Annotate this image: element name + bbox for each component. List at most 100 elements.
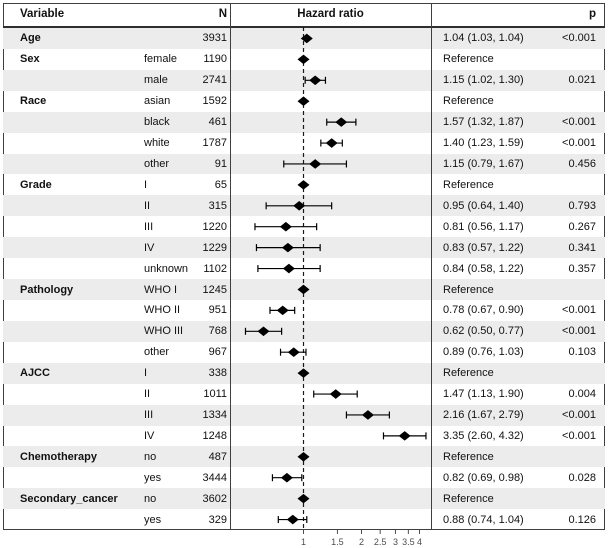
- table-row: IV 1248 3.35 (2.60, 4.32) <0.001: [3, 426, 605, 447]
- n-value: 951: [208, 304, 227, 317]
- hazard-ratio-ci-value: 1.15 (1.02, 1.30): [443, 74, 524, 87]
- variable-group-label: Age: [20, 32, 41, 45]
- variable-level-label: I: [144, 367, 148, 380]
- hazard-ratio-ci-value: 1.57 (1.32, 1.87): [443, 116, 524, 129]
- table-row: other 91 1.15 (0.79, 1.67) 0.456: [3, 153, 605, 175]
- table-row: Chemotherapy no 487 Reference: [3, 446, 605, 468]
- table-rows: Age 3931 1.04 (1.03, 1.04) <0.001 Sex female 1…: [3, 28, 605, 530]
- variable-group-label: Pathology: [20, 283, 74, 296]
- p-value: 0.021: [568, 74, 596, 87]
- table-row: Grade I 65 Reference: [3, 174, 605, 195]
- variable-level-label: yes: [144, 513, 162, 526]
- p-value: 0.028: [568, 471, 596, 484]
- table-row: other 967 0.89 (0.76, 1.03) 0.103: [3, 342, 605, 363]
- hazard-ratio-ci-value: 0.88 (0.74, 1.04): [443, 513, 524, 526]
- variable-level-label: III: [144, 409, 154, 422]
- p-value: 0.103: [568, 346, 596, 359]
- hazard-ratio-ci-value: 0.62 (0.50, 0.77): [443, 325, 524, 338]
- variable-level-label: no: [144, 492, 157, 505]
- p-value: <0.001: [562, 137, 596, 150]
- hazard-ratio-ci-value: Reference: [443, 95, 494, 108]
- table-row: unknown 1102 0.84 (0.58, 1.22) 0.357: [3, 258, 605, 279]
- n-value: 3602: [202, 492, 227, 505]
- n-value: 1248: [202, 429, 227, 442]
- hazard-ratio-ci-value: 3.35 (2.60, 4.32): [443, 429, 524, 442]
- axis-tick-label: 3.5: [402, 537, 415, 547]
- column-header-p: p: [588, 8, 596, 20]
- n-value: 315: [208, 199, 227, 212]
- variable-level-label: no: [144, 450, 157, 463]
- n-value: 1592: [202, 95, 227, 108]
- variable-group-label: Secondary_cancer: [20, 492, 118, 505]
- n-value: 1787: [202, 137, 227, 150]
- n-value: 329: [208, 513, 227, 526]
- hazard-ratio-ci-value: 0.81 (0.56, 1.17): [443, 220, 524, 233]
- table-row: white 1787 1.40 (1.23, 1.59) <0.001: [3, 133, 605, 154]
- hazard-ratio-ci-value: 1.47 (1.13, 1.90): [443, 388, 524, 401]
- hazard-ratio-ci-value: Reference: [443, 178, 494, 191]
- n-value: 65: [214, 178, 227, 191]
- hazard-ratio-ci-value: Reference: [443, 492, 494, 505]
- table-row: male 2741 1.15 (1.02, 1.30) 0.021: [3, 69, 605, 91]
- table-row: AJCC I 338 Reference: [3, 362, 605, 384]
- variable-level-label: IV: [144, 429, 155, 442]
- p-value: 0.793: [568, 199, 596, 212]
- n-value: 768: [208, 325, 227, 338]
- variable-level-label: WHO III: [144, 325, 184, 338]
- column-separator-left: [230, 3, 231, 530]
- hazard-ratio-ci-value: 0.89 (0.76, 1.03): [443, 346, 524, 359]
- variable-level-label: other: [144, 157, 170, 170]
- variable-level-label: other: [144, 346, 170, 359]
- hazard-ratio-ci-value: 0.95 (0.64, 1.40): [443, 199, 524, 212]
- variable-level-label: III: [144, 220, 154, 233]
- hazard-ratio-ci-value: Reference: [443, 450, 494, 463]
- p-value: <0.001: [562, 429, 596, 442]
- axis-tick-label: 2: [359, 537, 364, 547]
- axis-tick-label: 1: [301, 537, 306, 547]
- hazard-ratio-ci-value: 0.82 (0.69, 0.98): [443, 471, 524, 484]
- column-header-hazard-ratio: Hazard ratio: [297, 8, 364, 20]
- variable-level-label: II: [144, 388, 151, 401]
- p-value: 0.456: [568, 157, 596, 170]
- variable-level-label: black: [144, 116, 170, 129]
- hazard-ratio-ci-value: 1.40 (1.23, 1.59): [443, 137, 524, 150]
- p-value: <0.001: [562, 409, 596, 422]
- hazard-ratio-ci-value: 0.78 (0.67, 0.90): [443, 304, 524, 317]
- p-value: <0.001: [562, 116, 596, 129]
- variable-level-label: white: [144, 137, 170, 150]
- p-value: 0.126: [568, 513, 596, 526]
- variable-level-label: WHO I: [144, 283, 177, 296]
- axis-tick-label: 2.5: [374, 537, 387, 547]
- column-header-n: N: [218, 8, 227, 20]
- n-value: 338: [208, 367, 227, 380]
- table-row: yes 329 0.88 (0.74, 1.04) 0.126: [3, 509, 605, 530]
- axis-tick-label: 4: [417, 537, 422, 547]
- hazard-ratio-ci-value: 1.04 (1.03, 1.04): [443, 32, 524, 45]
- table-row: yes 3444 0.82 (0.69, 0.98) 0.028: [3, 467, 605, 488]
- hazard-ratio-ci-value: 0.84 (0.58, 1.22): [443, 262, 524, 275]
- variable-group-label: Grade: [20, 178, 52, 191]
- hazard-ratio-ci-value: Reference: [443, 283, 494, 296]
- axis-tick-label: 3: [393, 537, 398, 547]
- table-row: Secondary_cancer no 3602 Reference: [3, 488, 605, 510]
- n-value: 91: [214, 157, 227, 170]
- table-row: III 1334 2.16 (1.67, 2.79) <0.001: [3, 404, 605, 426]
- n-value: 1245: [202, 283, 227, 296]
- hazard-ratio-ci-value: 1.15 (0.79, 1.67): [443, 157, 524, 170]
- variable-level-label: yes: [144, 471, 162, 484]
- p-value: 0.267: [568, 220, 596, 233]
- n-value: 2741: [202, 74, 227, 87]
- table-row: IV 1229 0.83 (0.57, 1.22) 0.341: [3, 237, 605, 259]
- table-row: II 1011 1.47 (1.13, 1.90) 0.004: [3, 384, 605, 405]
- n-value: 1102: [203, 262, 227, 275]
- p-value: 0.357: [568, 262, 596, 275]
- n-value: 1190: [203, 53, 227, 66]
- axis-tick-label: 1.5: [331, 537, 344, 547]
- table-header-row: Variable N Hazard ratio p: [3, 3, 605, 28]
- hazard-ratio-ci-value: 2.16 (1.67, 2.79): [443, 409, 524, 422]
- variable-level-label: IV: [144, 241, 155, 254]
- variable-level-label: WHO II: [144, 304, 181, 317]
- column-header-variable: Variable: [20, 8, 65, 20]
- n-value: 1220: [202, 220, 227, 233]
- table-row: WHO II 951 0.78 (0.67, 0.90) <0.001: [3, 300, 605, 321]
